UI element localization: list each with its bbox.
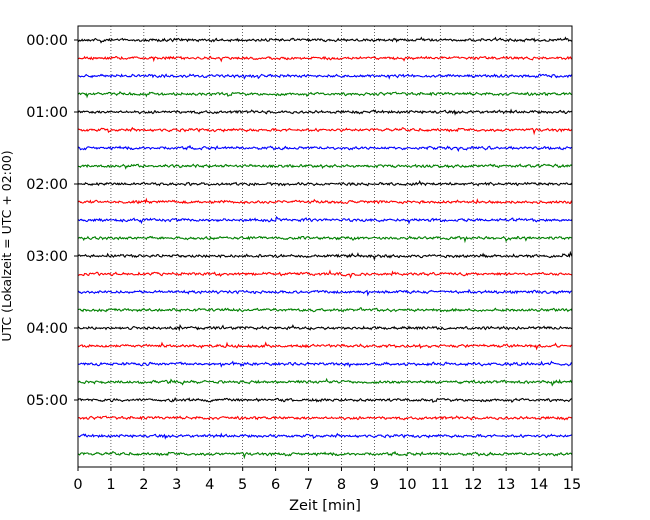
seismogram-trace (77, 235, 573, 244)
seismogram-trace (77, 36, 573, 44)
x-tick-label: 4 (205, 477, 214, 493)
seismogram-trace (77, 197, 573, 205)
x-tick-label: 5 (238, 477, 247, 493)
seismogram-trace (77, 288, 573, 297)
y-tick-label: 01:00 (26, 105, 68, 121)
seismogram-traces (77, 36, 573, 460)
seismogram-trace (77, 108, 573, 116)
y-axis-label: UTC (Lokalzeit = UTC + 02:00) (0, 150, 14, 341)
x-axis-label: Zeit [min] (289, 498, 361, 514)
x-tick-label: 2 (139, 477, 148, 493)
seismogram-trace (77, 269, 573, 279)
x-tick-label: 6 (271, 477, 280, 493)
x-tick-label: 3 (172, 477, 181, 493)
y-tick-label: 00:00 (26, 33, 68, 49)
seismogram-trace (77, 163, 573, 170)
seismogram-trace (77, 360, 573, 368)
y-tick-label: 02:00 (26, 177, 68, 193)
seismogram-trace (77, 450, 573, 460)
seismogram-trace (77, 432, 573, 440)
seismogram-trace (77, 250, 573, 260)
x-tick-label: 11 (431, 477, 449, 493)
x-tick-label: 0 (73, 477, 82, 493)
seismogram-trace (77, 91, 573, 99)
seismogram-trace (77, 415, 573, 421)
y-tick-label: 04:00 (26, 321, 68, 337)
x-tick-label: 8 (337, 477, 346, 493)
seismogram-trace (77, 144, 573, 153)
seismogram-trace (77, 55, 573, 63)
x-axis-ticks: 0 1 2 3 4 5 6 7 8 9 10 11 12 13 14 15 (73, 467, 581, 493)
seismogram-trace (77, 341, 573, 351)
plot-background (78, 26, 572, 467)
seismogram-trace (77, 323, 573, 332)
x-tick-label: 13 (497, 477, 515, 493)
x-tick-label: 10 (398, 477, 416, 493)
seismogram-trace (77, 180, 573, 187)
seismogram-trace (77, 215, 573, 225)
seismogram-trace (77, 377, 573, 387)
y-tick-label: 05:00 (26, 393, 68, 409)
y-axis-ticks: 00:00 01:00 02:00 03:00 04:00 05:00 (26, 33, 78, 409)
y-tick-label: 03:00 (26, 249, 68, 265)
seismogram-trace (77, 126, 573, 136)
seismogram-trace (77, 307, 573, 313)
x-tick-label: 1 (106, 477, 115, 493)
x-tick-label: 9 (370, 477, 379, 493)
plot-frame (77, 25, 573, 468)
x-tick-label: 7 (304, 477, 313, 493)
x-tick-label: 15 (563, 477, 581, 493)
seismogram-trace (77, 73, 573, 80)
x-tick-label: 12 (464, 477, 482, 493)
seismogram-trace (77, 397, 573, 403)
x-tick-label: 14 (530, 477, 548, 493)
